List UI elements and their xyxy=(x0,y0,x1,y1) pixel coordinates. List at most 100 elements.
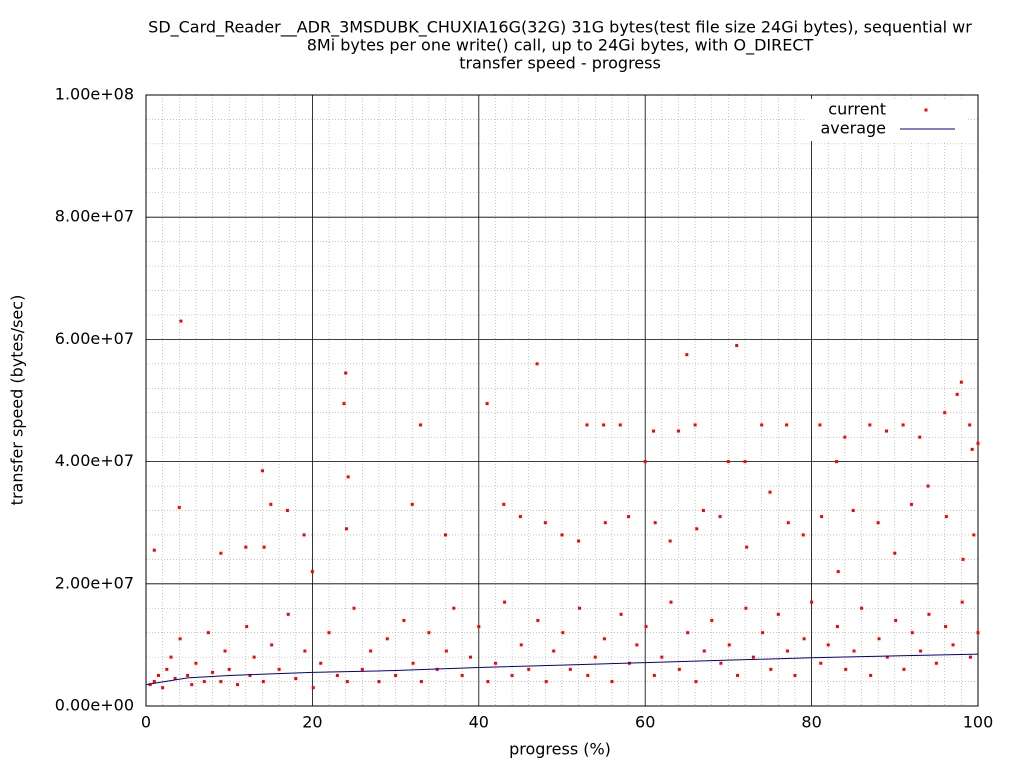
data-point xyxy=(869,673,873,677)
data-point xyxy=(926,484,930,488)
data-point xyxy=(444,649,448,653)
data-point xyxy=(719,661,723,665)
data-point xyxy=(836,570,840,574)
data-point xyxy=(960,600,964,604)
data-point xyxy=(968,423,972,427)
data-point xyxy=(577,539,581,543)
data-point xyxy=(852,649,856,653)
data-point xyxy=(768,490,772,494)
data-point xyxy=(743,460,747,464)
data-point xyxy=(818,423,822,427)
data-point xyxy=(345,527,349,531)
data-point xyxy=(943,411,947,415)
data-point xyxy=(934,661,938,665)
data-point xyxy=(627,515,631,519)
data-point xyxy=(248,673,252,677)
data-point xyxy=(152,680,156,684)
data-point xyxy=(190,683,194,687)
data-point xyxy=(976,441,980,445)
data-point xyxy=(944,625,948,629)
data-point xyxy=(702,649,706,653)
data-point xyxy=(460,673,464,677)
data-point xyxy=(219,551,223,555)
data-point xyxy=(693,423,697,427)
data-point xyxy=(419,680,423,684)
data-point xyxy=(801,533,805,537)
data-point xyxy=(577,606,581,610)
data-point xyxy=(335,673,339,677)
plot-frame xyxy=(145,94,979,707)
data-point xyxy=(884,429,888,433)
x-tick-label: 60 xyxy=(635,713,655,732)
data-point xyxy=(169,655,173,659)
data-point xyxy=(877,637,881,641)
data-point xyxy=(676,429,680,433)
data-point xyxy=(277,667,281,671)
data-point xyxy=(745,545,749,549)
data-point xyxy=(910,631,914,635)
data-point xyxy=(173,677,177,681)
x-tick-label: 100 xyxy=(963,713,994,732)
data-point xyxy=(820,515,824,519)
data-point xyxy=(261,680,265,684)
data-point xyxy=(245,625,249,629)
data-point xyxy=(710,618,714,622)
data-point xyxy=(394,673,398,677)
data-point xyxy=(868,423,872,427)
data-point xyxy=(319,661,323,665)
legend-label: current xyxy=(828,100,886,119)
data-point xyxy=(785,423,789,427)
data-point xyxy=(919,649,923,653)
data-point xyxy=(602,423,606,427)
legend-marker xyxy=(924,108,928,112)
data-point xyxy=(510,673,514,677)
data-point xyxy=(927,612,931,616)
y-tick-label: 8.00e+07 xyxy=(55,207,134,226)
data-point xyxy=(536,618,540,622)
data-point xyxy=(369,649,373,653)
data-point xyxy=(518,515,522,519)
data-point xyxy=(860,606,864,610)
data-point xyxy=(694,680,698,684)
data-point xyxy=(385,637,389,641)
data-point xyxy=(602,637,606,641)
data-point xyxy=(161,686,165,690)
data-point xyxy=(156,673,160,677)
data-point xyxy=(427,631,431,635)
data-point xyxy=(909,502,913,506)
data-point xyxy=(419,423,423,427)
data-point xyxy=(802,637,806,641)
data-point xyxy=(552,649,556,653)
x-tick-label: 80 xyxy=(801,713,821,732)
data-point xyxy=(810,600,814,604)
data-point xyxy=(976,631,980,635)
data-point xyxy=(202,680,206,684)
data-point xyxy=(902,667,906,671)
data-point xyxy=(165,667,169,671)
data-point xyxy=(835,460,839,464)
legend-box xyxy=(806,99,966,141)
data-point xyxy=(223,649,227,653)
x-tick-label: 20 xyxy=(302,713,322,732)
data-point xyxy=(179,319,183,323)
data-point xyxy=(260,469,264,473)
data-point xyxy=(178,637,182,641)
data-point xyxy=(345,680,349,684)
data-point xyxy=(586,673,590,677)
data-point xyxy=(660,655,664,659)
data-point xyxy=(206,631,210,635)
data-point xyxy=(377,680,381,684)
data-point xyxy=(486,680,490,684)
data-point xyxy=(718,515,722,519)
data-point xyxy=(736,673,740,677)
data-point xyxy=(677,667,681,671)
data-point xyxy=(411,661,415,665)
data-point xyxy=(844,667,848,671)
data-point xyxy=(970,447,974,451)
y-tick-label: 6.00e+07 xyxy=(55,329,134,348)
data-point xyxy=(969,655,973,659)
data-point xyxy=(311,686,315,690)
data-point xyxy=(286,612,290,616)
data-point xyxy=(701,508,705,512)
data-point xyxy=(294,677,298,681)
